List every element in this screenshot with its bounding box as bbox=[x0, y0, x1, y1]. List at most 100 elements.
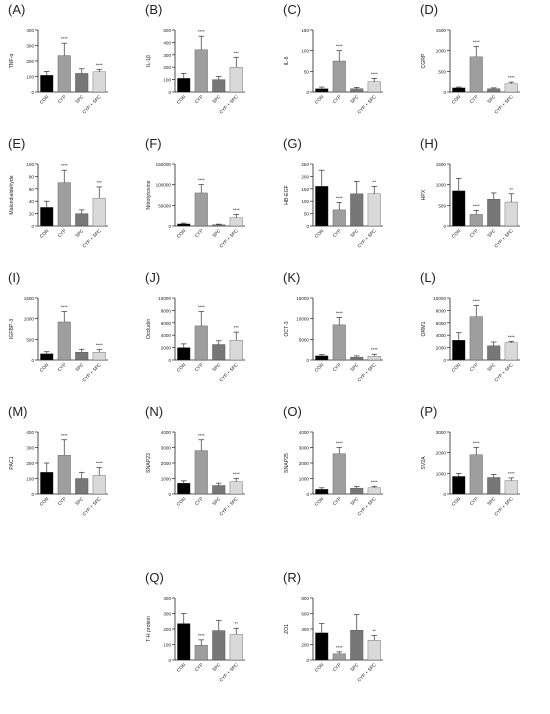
chart-panel: (F) 0 50000 100000 150000 Nitrotyrosine CON ***… bbox=[137, 134, 272, 274]
bar bbox=[177, 78, 191, 93]
y-tick-label: 3000 bbox=[299, 446, 310, 451]
chart-panel: (N) 0 1000 2000 3000 4000 SNAP23 CON **** CYP SPC *… bbox=[137, 402, 272, 542]
x-tick-label: CYP bbox=[194, 362, 204, 372]
x-tick-label: CYP + SPC bbox=[493, 362, 514, 383]
x-tick-label: CON bbox=[39, 362, 50, 373]
bar bbox=[504, 201, 518, 227]
significance-label: **** bbox=[198, 433, 205, 438]
x-tick-label: CYP bbox=[57, 94, 67, 104]
x-tick-label: CON bbox=[314, 228, 325, 239]
significance-label: **** bbox=[508, 75, 515, 80]
y-tick-label: 2000 bbox=[161, 461, 172, 466]
y-tick-label: 300 bbox=[163, 53, 171, 58]
x-tick-label: SPC bbox=[74, 94, 85, 105]
significance-label: **** bbox=[336, 44, 343, 49]
chart-svg: 0 20 40 60 80 100 Malondialdehyde CON **** CYP SPC… bbox=[9, 162, 108, 249]
y-tick-label: 400 bbox=[301, 627, 309, 632]
y-axis-label: TNF-α bbox=[9, 54, 15, 69]
bar bbox=[504, 342, 518, 361]
x-tick-label: CON bbox=[451, 228, 462, 239]
bar bbox=[332, 209, 346, 227]
bar bbox=[487, 88, 501, 93]
bar bbox=[40, 472, 54, 495]
x-tick-label: CYP + SPC bbox=[218, 362, 239, 383]
bar bbox=[469, 56, 483, 93]
y-tick-label: 1000 bbox=[299, 477, 310, 482]
significance-label: **** bbox=[371, 479, 378, 484]
significance-label: **** bbox=[336, 441, 343, 446]
significance-label: **** bbox=[336, 195, 343, 200]
bar bbox=[332, 653, 346, 661]
bar bbox=[92, 475, 106, 495]
y-tick-label: 3000 bbox=[436, 430, 447, 435]
chart-svg: 0 500 1000 1500 IGFBP-3 CON **** CYP SPC **** CYP … bbox=[9, 296, 108, 383]
bar bbox=[487, 477, 501, 495]
panel-label: (F) bbox=[145, 136, 162, 151]
y-tick-label: 0 bbox=[168, 224, 171, 229]
chart-svg: 0 2000 4000 6000 8000 10000 ORM1 CON **** CYP SPC *… bbox=[421, 296, 520, 383]
y-tick-label: 100 bbox=[163, 78, 171, 83]
significance-label: **** bbox=[473, 441, 480, 446]
significance-label: **** bbox=[61, 163, 68, 168]
y-axis-label: IL-6 bbox=[284, 56, 290, 65]
x-tick-label: CYP + SPC bbox=[493, 228, 514, 249]
significance-label: **** bbox=[61, 305, 68, 310]
x-tick-label: SPC bbox=[74, 496, 85, 507]
x-tick-label: SPC bbox=[486, 228, 497, 239]
y-tick-label: 150 bbox=[301, 187, 309, 192]
y-tick-label: 100 bbox=[26, 75, 34, 80]
bar bbox=[452, 190, 466, 227]
y-tick-label: 0 bbox=[31, 224, 34, 229]
y-tick-label: 400 bbox=[26, 430, 34, 435]
significance-label: **** bbox=[473, 298, 480, 303]
bar bbox=[229, 340, 243, 361]
bar bbox=[57, 55, 71, 93]
bar bbox=[504, 480, 518, 495]
significance-label: **** bbox=[473, 203, 480, 208]
bar bbox=[57, 455, 71, 495]
x-tick-label: SPC bbox=[486, 94, 497, 105]
chart-panel: (A) 0 100 200 300 400 TNF-α CON **** CYP SPC **** CY… bbox=[0, 0, 135, 140]
significance-label: **** bbox=[198, 633, 205, 638]
x-tick-label: SPC bbox=[74, 362, 85, 373]
bar bbox=[332, 324, 346, 361]
y-tick-label: 50 bbox=[304, 212, 310, 217]
bar bbox=[504, 83, 518, 93]
bar bbox=[57, 321, 71, 361]
x-tick-label: CON bbox=[39, 228, 50, 239]
significance-label: **** bbox=[198, 29, 205, 34]
bar bbox=[92, 197, 106, 227]
bar bbox=[194, 325, 208, 361]
x-tick-label: SPC bbox=[211, 94, 222, 105]
y-tick-label: 1000 bbox=[161, 477, 172, 482]
x-tick-label: CYP + SPC bbox=[218, 94, 239, 115]
y-axis-label: HPX bbox=[421, 189, 427, 200]
y-tick-label: 2000 bbox=[436, 451, 447, 456]
bar bbox=[177, 223, 191, 227]
y-tick-label: 800 bbox=[301, 596, 309, 601]
y-tick-label: 200 bbox=[26, 461, 34, 466]
bar bbox=[194, 450, 208, 495]
x-tick-label: CYP bbox=[57, 362, 67, 372]
bar bbox=[229, 481, 243, 495]
significance-label: **** bbox=[508, 334, 515, 339]
y-tick-label: 300 bbox=[26, 44, 34, 49]
significance-label: ** bbox=[373, 629, 377, 634]
x-tick-label: CYP + SPC bbox=[493, 496, 514, 517]
y-axis-label: SV2A bbox=[421, 456, 427, 470]
y-tick-label: 1500 bbox=[24, 296, 35, 301]
bar bbox=[57, 182, 71, 227]
bar bbox=[177, 483, 191, 495]
bar bbox=[75, 73, 89, 93]
y-tick-label: 50000 bbox=[158, 203, 171, 208]
x-tick-label: CON bbox=[39, 94, 50, 105]
y-tick-label: 0 bbox=[168, 658, 171, 663]
x-tick-label: SPC bbox=[211, 662, 222, 673]
y-tick-label: 10000 bbox=[158, 296, 171, 301]
bar bbox=[367, 356, 381, 361]
bar bbox=[350, 193, 364, 227]
y-tick-label: 6000 bbox=[436, 321, 447, 326]
chart-panel: (G) 0 50 100 150 200 250 HB-EGF CON **** CYP SPC ** C… bbox=[275, 134, 410, 274]
bar bbox=[469, 454, 483, 495]
x-tick-label: CYP bbox=[469, 362, 479, 372]
